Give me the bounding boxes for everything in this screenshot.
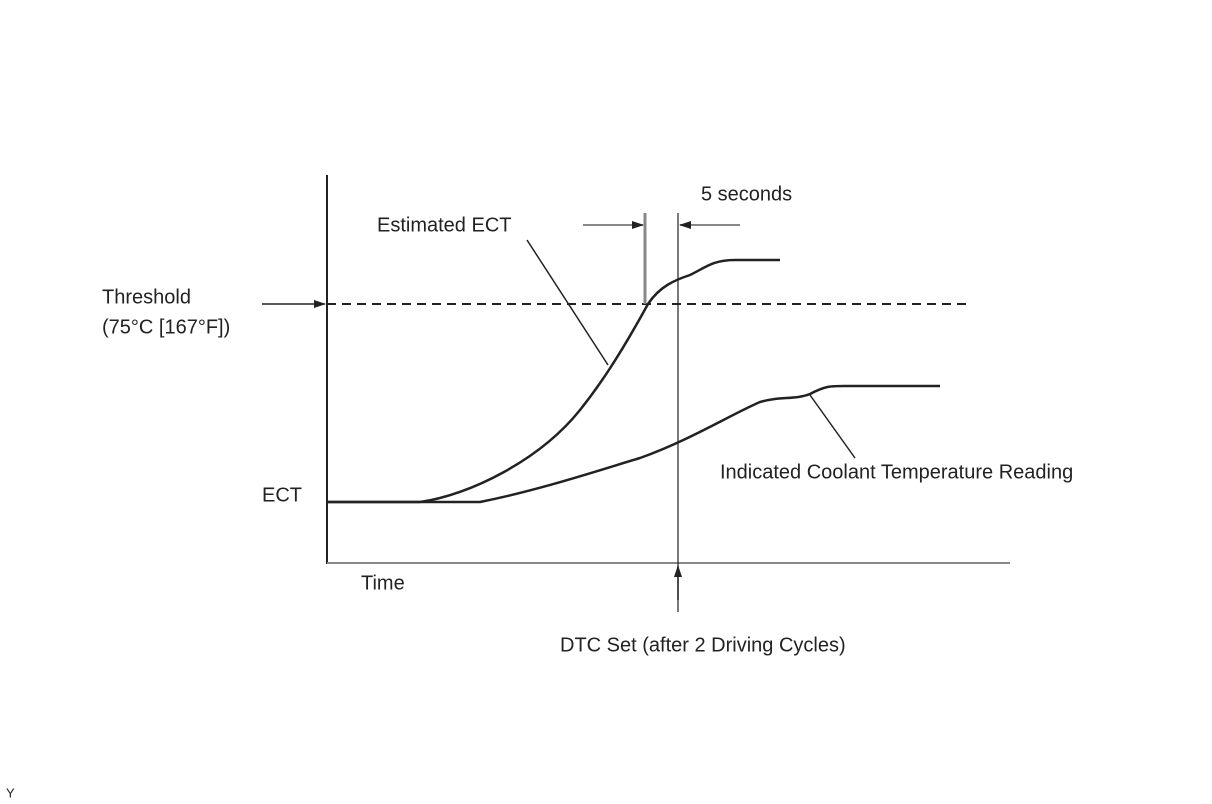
threshold-value-label: (75°C [167°F]) [102,316,230,338]
threshold-label: Threshold [102,286,191,308]
ect-label: ECT [262,484,302,506]
estimated-ect-label: Estimated ECT [377,214,511,236]
indicated-label: Indicated Coolant Temperature Reading [720,461,1073,483]
corner-mark: Y [6,785,15,800]
dtc-set-label: DTC Set (after 2 Driving Cycles) [560,634,846,656]
time-label: Time [361,572,405,594]
indicated-curve [327,384,940,504]
estimated-ect-curve [327,258,780,504]
indicated-leader [809,394,856,459]
estimated-leader [526,239,609,366]
five-seconds-label: 5 seconds [701,183,792,205]
